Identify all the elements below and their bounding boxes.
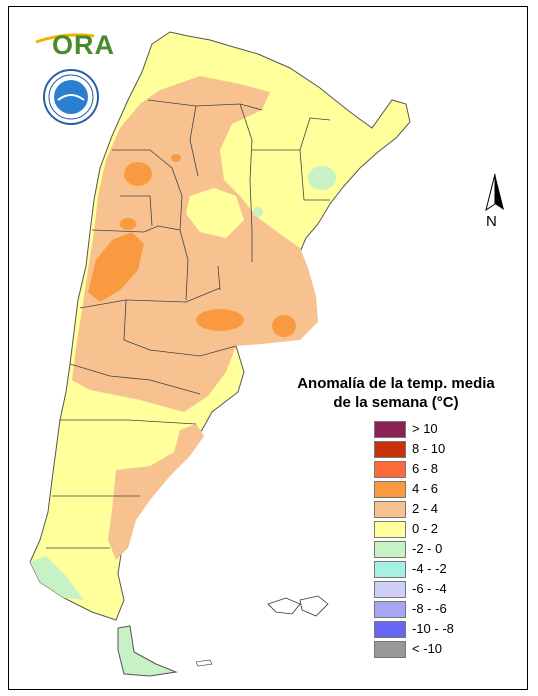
legend-title-line1: Anomalía de la temp. media [297, 375, 495, 392]
legend-range-label: -2 - 0 [412, 541, 443, 556]
anomaly-spot-4-6 [120, 218, 136, 230]
ora-logo-text: ORA [52, 30, 115, 60]
legend-item: 2 - 4 [374, 500, 494, 520]
north-label: N [486, 213, 497, 230]
legend-swatch [374, 641, 406, 658]
anomaly-south-2-4 [108, 424, 204, 560]
anomaly-spot-4-6 [272, 315, 296, 337]
anomaly-island-0-2 [186, 188, 244, 238]
legend-range-label: 2 - 4 [412, 501, 439, 516]
legend-item: -2 - 0 [374, 540, 494, 560]
legend-swatch [374, 521, 406, 538]
legend-item: > 10 [374, 420, 494, 440]
legend-item: -4 - -2 [374, 560, 494, 580]
legend-swatch [374, 461, 406, 478]
province-borders [46, 99, 331, 549]
malvinas-islands [267, 595, 329, 617]
legend-range-label: 0 - 2 [412, 521, 439, 536]
legend-swatch [374, 561, 406, 578]
legend-item: -6 - -4 [374, 580, 494, 600]
legend-swatch [374, 441, 406, 458]
legend-swatch [374, 541, 406, 558]
legend-item: 4 - 6 [374, 480, 494, 500]
legend-item: -10 - -8 [374, 620, 494, 640]
smn-seal-icon [43, 69, 99, 125]
anomaly-area-4-6 [88, 232, 144, 302]
legend-item: 8 - 10 [374, 440, 494, 460]
legend-swatch [374, 421, 406, 438]
ora-logo [35, 33, 95, 44]
legend-item: -8 - -6 [374, 600, 494, 620]
anomaly-spot-minus2-0 [308, 166, 336, 190]
anomaly-spot-4-6 [196, 309, 244, 331]
anomaly-spot-minus2-0 [253, 207, 263, 217]
legend: Anomalía de la temp. media de la semana … [296, 374, 496, 658]
anomaly-area-2-4 [72, 76, 318, 412]
legend-title-line2: de la semana (°C) [333, 394, 459, 411]
legend-swatch [374, 481, 406, 498]
legend-range-label: 6 - 8 [412, 461, 439, 476]
legend-range-label: -4 - -2 [412, 561, 447, 576]
legend-swatch [374, 501, 406, 518]
legend-range-label: 8 - 10 [412, 441, 446, 456]
anomaly-north-0-2 [150, 38, 188, 76]
anomaly-spot-4-6 [124, 162, 152, 186]
legend-range-label: -6 - -4 [412, 581, 447, 596]
legend-swatch [374, 621, 406, 638]
legend-item: 0 - 2 [374, 520, 494, 540]
legend-swatch [374, 601, 406, 618]
legend-item: 6 - 8 [374, 460, 494, 480]
anomaly-spot-4-6 [171, 154, 181, 162]
legend-range-label: 4 - 6 [412, 481, 439, 496]
small-island [195, 659, 213, 667]
north-arrow-icon [485, 173, 504, 212]
legend-swatch [374, 581, 406, 598]
tierra-del-fuego [117, 625, 178, 677]
legend-range-label: > 10 [412, 421, 438, 436]
anomaly-area-minus2-0 [30, 556, 84, 600]
legend-range-label: < -10 [412, 641, 442, 656]
legend-item: < -10 [374, 640, 494, 660]
legend-range-label: -8 - -6 [412, 601, 447, 616]
legend-range-label: -10 - -8 [412, 621, 454, 636]
legend-items: > 10 8 - 10 6 - 8 4 - 6 2 - 4 0 - 2 -2 - 0 -4 -… [374, 420, 494, 660]
